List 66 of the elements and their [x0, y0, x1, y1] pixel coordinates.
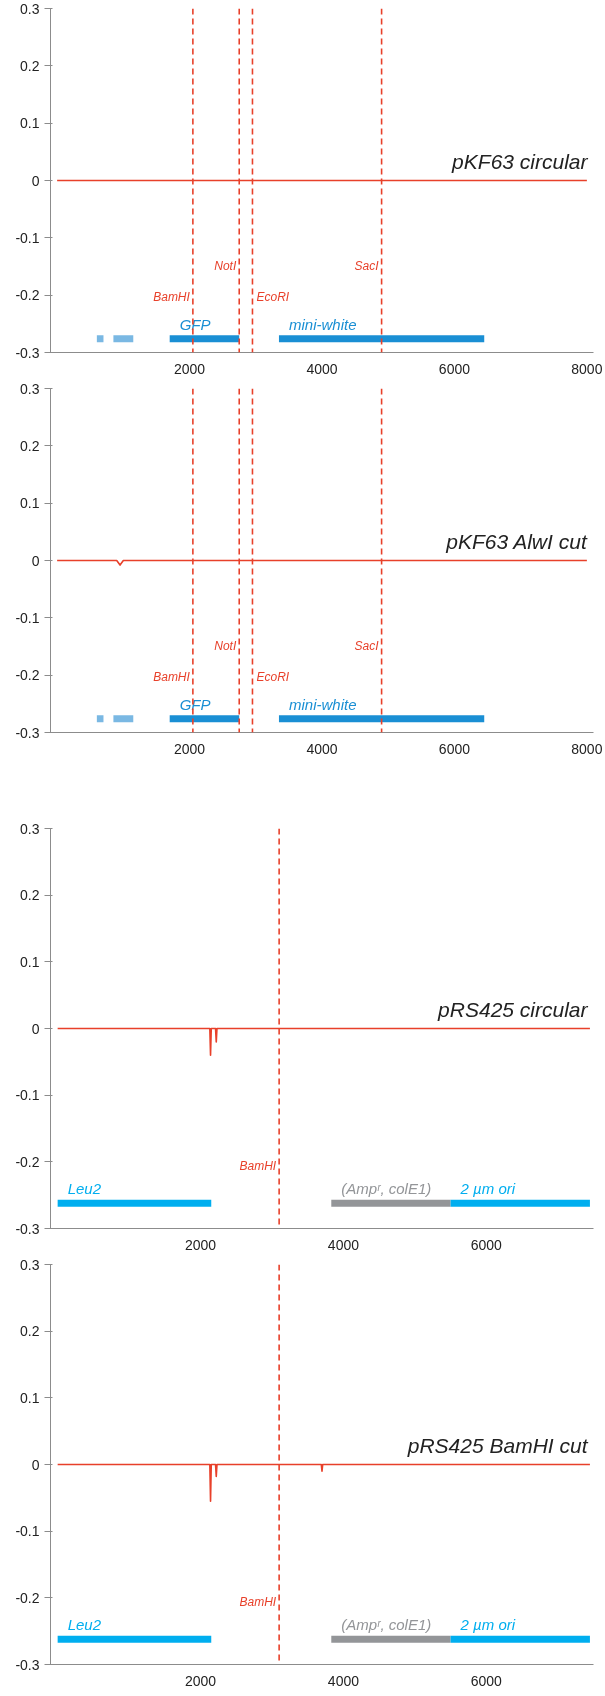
y-tick-label: 0.2 — [20, 57, 40, 74]
y-tick-label: -0.2 — [15, 287, 40, 304]
y-tick-label: -0.3 — [15, 724, 40, 741]
y-tick-label: 0 — [31, 1020, 40, 1037]
text: pRS425 BamHI cut — [406, 1433, 589, 1457]
x-tick-label: 6000 — [438, 740, 471, 757]
y-tick-label: 0.3 — [20, 820, 40, 837]
y-tick-label: 0 — [31, 1456, 40, 1473]
ref-line-label: NotI — [214, 639, 237, 654]
series-label: GFP — [179, 695, 211, 713]
x-tick-label: 2000 — [173, 740, 206, 757]
x-tick-label: 6000 — [438, 360, 471, 377]
ref-line-label: BamHI — [153, 290, 191, 305]
y-tick-label: -0.1 — [15, 609, 40, 626]
series-label: 2 µm ori — [459, 1616, 516, 1634]
x-tick-label: 4000 — [306, 360, 338, 377]
y-tick-label: -0.2 — [15, 667, 40, 684]
series-label: (Ampʳ, colE1) — [341, 1180, 432, 1198]
y-tick-label: -0.1 — [15, 1523, 40, 1540]
y-tick-label: 0 — [31, 172, 40, 189]
ref-line-label: BamHI — [153, 670, 191, 685]
x-tick-label: 2000 — [173, 360, 206, 377]
series-label: Leu2 — [67, 1616, 102, 1634]
ref-line-label: SacI — [354, 639, 380, 654]
y-tick-label: 0.3 — [20, 380, 40, 397]
y-tick-label: -0.2 — [15, 1153, 40, 1170]
series-label: mini-white — [288, 695, 357, 713]
series-label: (Ampʳ, colE1) — [341, 1616, 432, 1634]
x-tick-label: 6000 — [470, 1672, 503, 1689]
y-tick-label: 0.1 — [20, 953, 40, 970]
ref-line-label: EcoRI — [256, 290, 290, 305]
y-tick-label: 0.3 — [20, 1256, 40, 1273]
series-label: 2 µm ori — [459, 1180, 516, 1198]
x-tick-label: 4000 — [327, 1236, 360, 1253]
x-tick-label: 8000 — [571, 740, 603, 757]
y-tick-label: 0.2 — [20, 1323, 40, 1340]
y-tick-label: -0.1 — [15, 1087, 40, 1104]
y-tick-label: -0.3 — [15, 1220, 40, 1237]
x-tick-label: 6000 — [470, 1236, 503, 1253]
x-tick-label: 2000 — [184, 1672, 217, 1689]
ref-line-label: EcoRI — [256, 670, 290, 685]
text: pKF63 AlwI cut — [445, 529, 588, 553]
y-tick-label: 0.3 — [20, 0, 40, 17]
y-tick-label: 0.1 — [20, 1389, 40, 1406]
y-tick-label: 0.1 — [20, 495, 40, 512]
series-label: GFP — [179, 315, 211, 333]
y-tick-label: 0.2 — [20, 437, 40, 454]
y-tick-label: -0.1 — [15, 229, 40, 246]
y-tick-label: -0.3 — [15, 344, 40, 361]
ref-line-label: BamHI — [239, 1594, 277, 1609]
x-tick-label: 4000 — [306, 740, 338, 757]
text: pRS425 circular — [437, 997, 589, 1021]
text: pKF63 circular — [451, 149, 589, 173]
y-tick-label: 0.2 — [20, 887, 40, 904]
y-tick-label: -0.2 — [15, 1589, 40, 1606]
y-tick-label: 0.1 — [20, 115, 40, 132]
x-tick-label: 8000 — [571, 360, 603, 377]
ref-line-label: BamHI — [239, 1158, 277, 1173]
x-tick-label: 2000 — [184, 1236, 217, 1253]
series-label: Leu2 — [67, 1180, 102, 1198]
ref-line-label: SacI — [354, 259, 380, 274]
x-tick-label: 4000 — [327, 1672, 360, 1689]
y-tick-label: 0 — [31, 552, 40, 569]
y-tick-label: -0.3 — [15, 1656, 40, 1673]
series-label: mini-white — [288, 315, 357, 333]
ref-line-label: NotI — [214, 259, 237, 274]
